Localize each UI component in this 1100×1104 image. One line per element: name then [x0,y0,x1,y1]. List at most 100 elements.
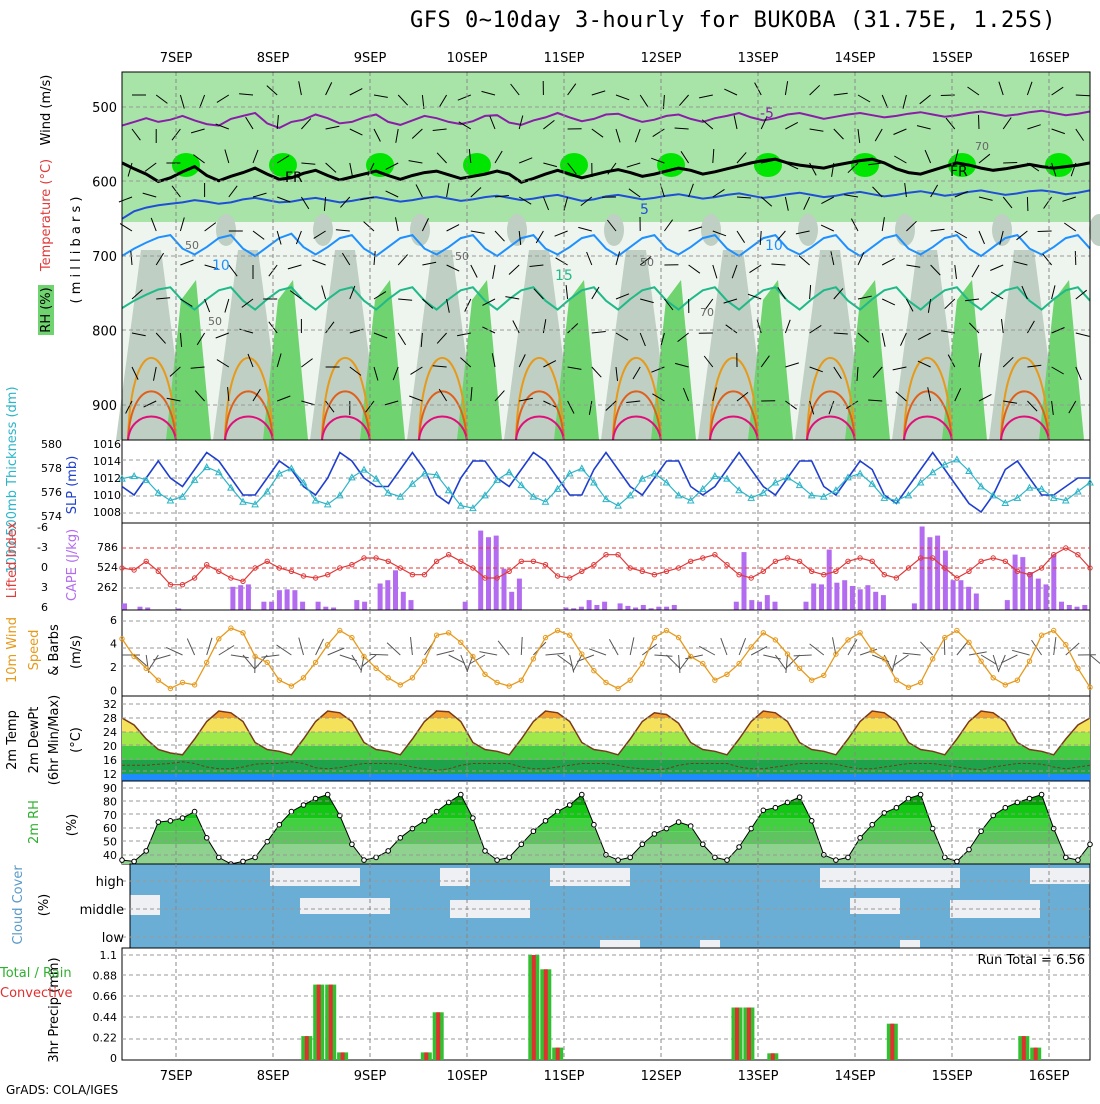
temp-axis-label-1: 2m Temp [5,710,20,770]
surface-wind-barb [1012,650,1029,655]
rh-point [519,842,524,847]
precip-convective-bar [305,1036,309,1060]
cape-bar [881,595,886,610]
cloud-gap [600,940,640,948]
rh-point [979,829,984,834]
temp-band [122,774,1090,781]
chart-title: GFS 0~10day 3-hourly for BUKOBA (31.75E,… [410,8,1056,33]
temp-band [122,746,1090,760]
rh-point [398,836,403,841]
rh-band-dry [1089,214,1100,246]
surface-wind-barb [261,655,279,657]
rh-point [918,792,923,797]
surface-wind-barb [739,638,746,655]
cape-bar [1013,555,1018,610]
date-tick-bottom: 7SEP [160,1069,193,1084]
surface-wind-barb [630,637,634,655]
surface-wind-barb [370,654,388,655]
surface-wind-barb [299,638,304,655]
cape-bar [672,605,677,610]
precip-tick-label: 0.88 [93,970,118,983]
precip-tick-label: 0 [110,1052,117,1065]
cape-bar [865,585,870,610]
cape-bar [261,602,266,610]
wind-barb [1076,95,1090,96]
rh-point [567,803,572,808]
cape-tick-label: 262 [97,581,118,594]
cape-bar [757,602,762,610]
pressure-tick-label: 500 [92,101,117,116]
surface-wind-barb [998,655,1005,672]
date-tick-bottom: 10SEP [447,1069,488,1084]
rh-point [882,811,887,816]
wind-barb [1075,251,1076,265]
rh-point [797,795,802,800]
wind-axis-label-4: (m/s) [69,635,84,669]
rh-point [265,839,270,844]
cape-bar [463,602,468,610]
cape-bar [827,550,832,610]
rh-point [652,832,657,837]
precip-convective-bar [317,985,321,1060]
cape-tick-label: 786 [97,541,118,554]
cape-bar [122,603,127,610]
rh-point [943,855,948,860]
cape-bar [641,605,646,610]
wind-axis-label-1: 10m Wind [5,617,20,683]
cloud-tick-label: low [102,931,125,946]
surface-wind-barb [609,639,618,655]
cape-axis-label: CAPE (J/kg) [65,529,80,601]
cape-bar [478,531,483,610]
rh-point [713,855,718,860]
cape-bar [858,589,863,610]
date-tick-top: 16SEP [1029,51,1070,66]
cape-bar [1059,602,1064,610]
surface-wind-barb [981,655,996,664]
temp-axis-label-4: (°C) [69,727,84,753]
cape-bar [804,602,809,610]
slp-tick-label: 1016 [93,438,121,451]
rh-tick-label: 90 [103,782,117,795]
cape-bar [1051,555,1056,610]
wind-axis-label-3: & Barbs [47,624,62,676]
cape-bar [811,584,816,611]
date-tick-bottom: 8SEP [257,1069,290,1084]
cape-bar [277,590,282,610]
rh-point [1076,858,1081,863]
cape-bar [935,536,940,610]
rh-point [180,816,185,821]
cape-bar [842,580,847,610]
date-tick-bottom: 9SEP [354,1069,387,1084]
cape-bar [1020,557,1025,610]
rh-contour-label: 70 [975,140,989,153]
wind-tick-label: 6 [110,614,117,627]
temp-tick-label: 16 [103,754,117,767]
lifted-tick-label: 3 [41,581,48,594]
cape-bar [246,584,251,610]
cape-bar [742,552,747,610]
precip-convective-bar [329,985,333,1060]
temp-axis-label-3: (6hr Min/Max) [47,695,62,785]
precip-convective-bar [532,955,536,1060]
date-tick-top: 14SEP [835,51,876,66]
cape-bar [943,551,948,611]
cloud-axis-label: Cloud Cover [11,865,26,945]
rh-point [725,858,730,863]
cloud-gap [820,868,960,888]
precip-convective-bar [341,1052,345,1060]
lifted-tick-label: -6 [37,521,48,534]
rh-point [555,809,560,814]
rh-contour-label: 50 [640,256,654,269]
pressure-tick-label: 600 [92,176,117,191]
wind-tick-label: 0 [110,685,117,698]
rh-point [543,819,548,824]
rh-contour-label: 70 [700,306,714,319]
rh-point [1027,796,1032,801]
pressure-tick-label: 900 [92,399,117,414]
rh-point [858,836,863,841]
date-tick-top: 9SEP [354,51,387,66]
rh-point [495,858,500,863]
rh-point [1064,855,1069,860]
surface-wind-barb [969,652,987,655]
date-tick-bottom: 16SEP [1029,1069,1070,1084]
